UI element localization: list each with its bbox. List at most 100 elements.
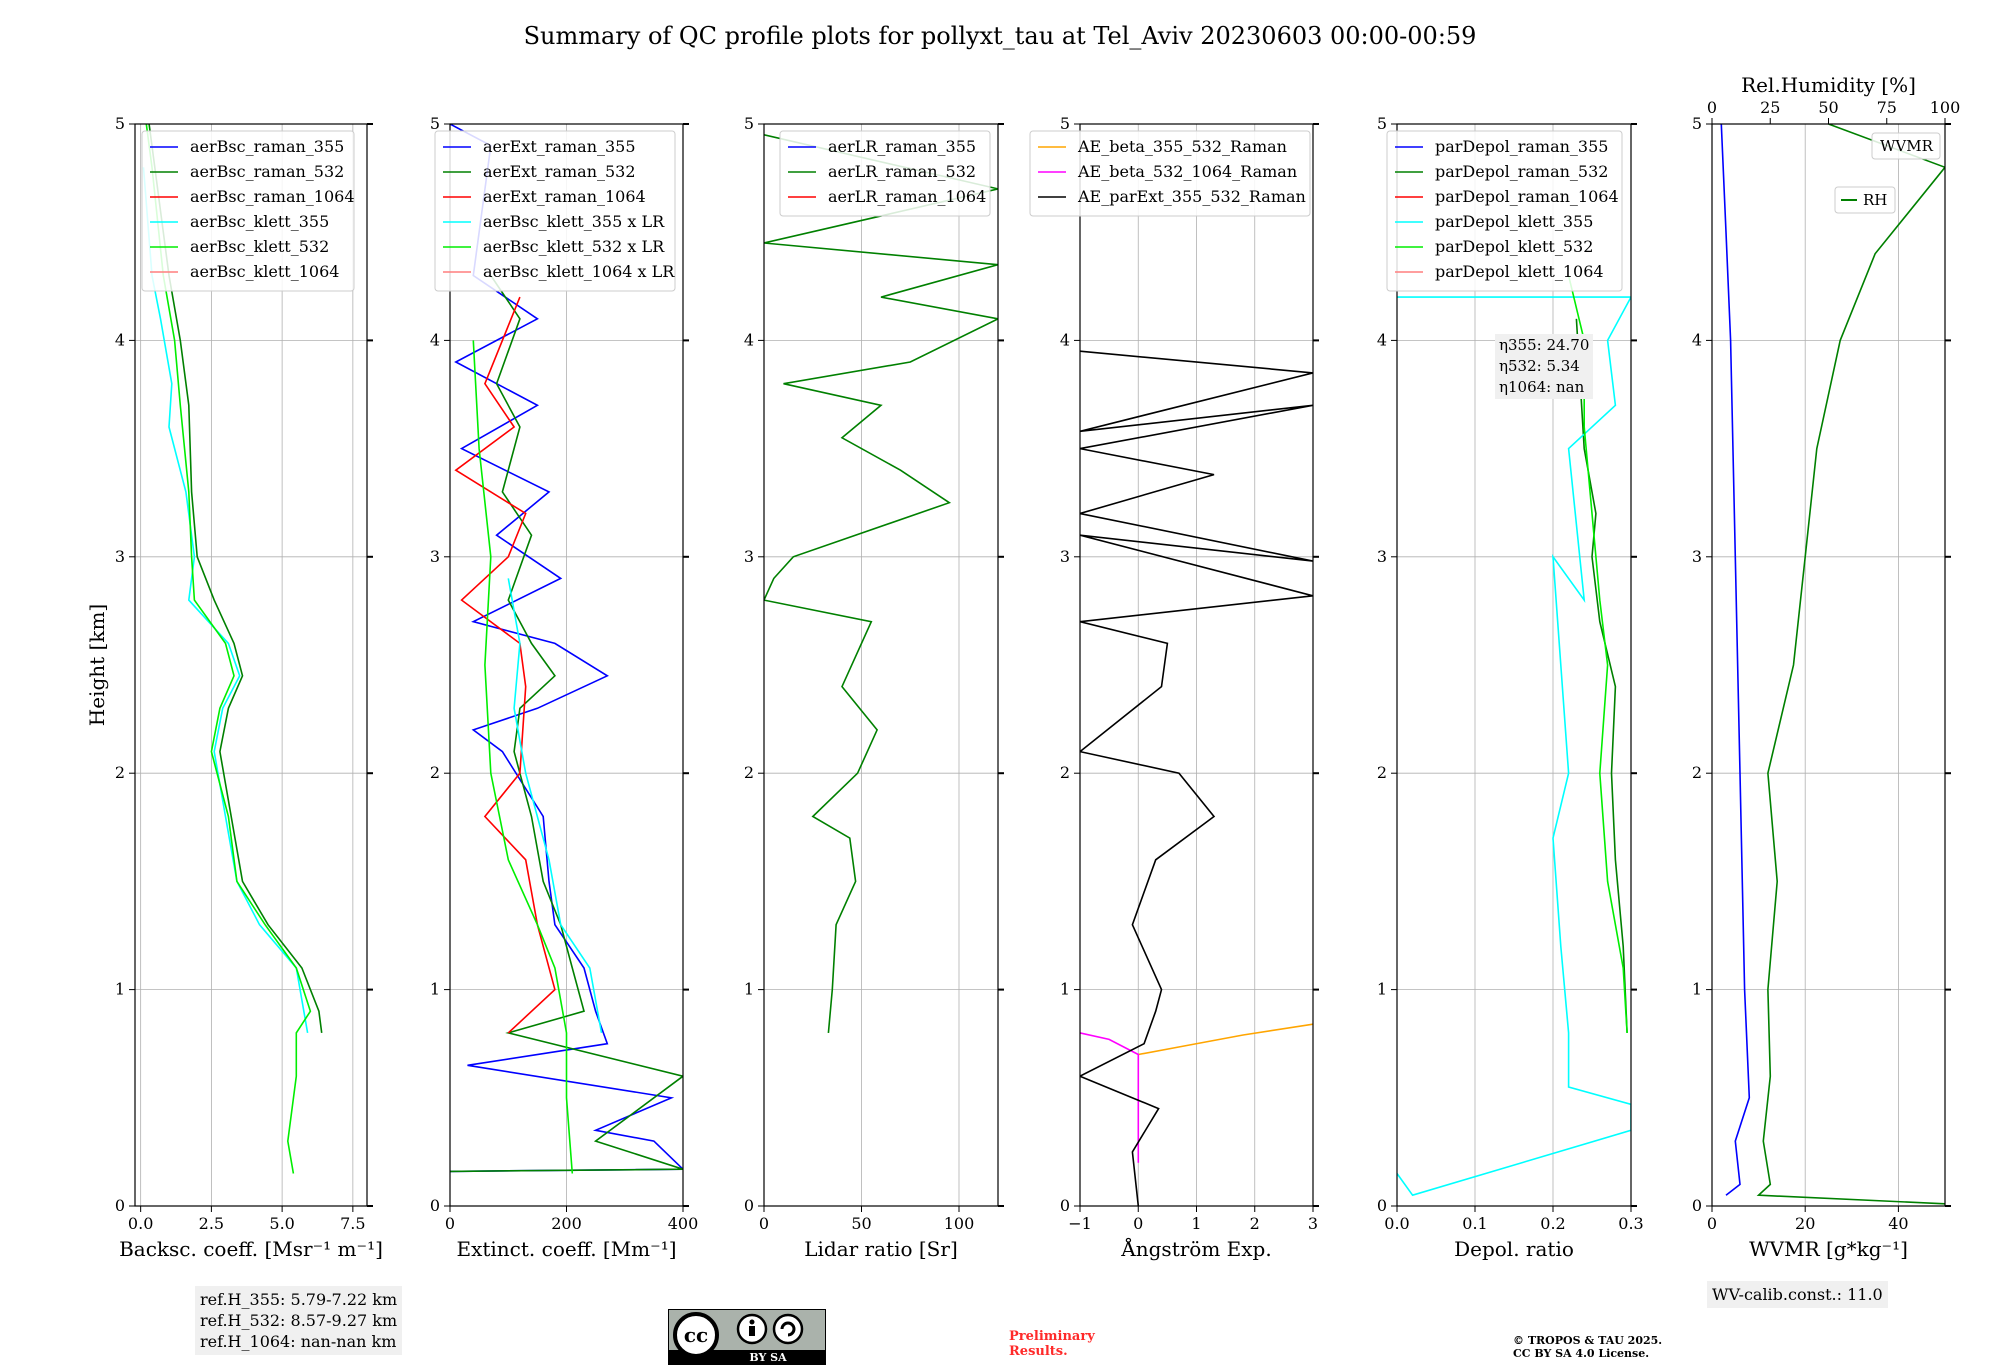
svg-text:cc: cc bbox=[684, 1323, 708, 1347]
legend-label: parDepol_klett_355 bbox=[1435, 212, 1593, 231]
cc-label: BY SA bbox=[749, 1351, 787, 1364]
x-tick-label: 0.0 bbox=[128, 1214, 153, 1233]
legend-label: aerLR_raman_1064 bbox=[828, 187, 986, 206]
series-line-aerBsc_klett_355 bbox=[142, 167, 309, 1034]
y-tick-label: 0 bbox=[115, 1196, 125, 1215]
legend-box bbox=[1871, 132, 1941, 160]
y-tick-label: 4 bbox=[744, 330, 754, 349]
y-tick-label: 2 bbox=[115, 763, 125, 782]
legend-label: aerBsc_klett_1064 x LR bbox=[483, 262, 675, 281]
y-tick-label: 0 bbox=[744, 1196, 754, 1215]
x-tick-label: 2 bbox=[1250, 1214, 1260, 1233]
legend-label: aerExt_raman_355 bbox=[483, 137, 636, 156]
x-tick-label: 400 bbox=[668, 1214, 699, 1233]
y-tick-label: 5 bbox=[1377, 114, 1387, 133]
y-tick-label: 1 bbox=[744, 980, 754, 999]
legend-label: AE_parExt_355_532_Raman bbox=[1077, 187, 1306, 206]
x2-axis-label: Rel.Humidity [%] bbox=[1741, 73, 1916, 97]
y-tick-label: 3 bbox=[744, 547, 754, 566]
y-tick-label: 1 bbox=[115, 980, 125, 999]
x-tick-label: 200 bbox=[551, 1214, 582, 1233]
legend-label: parDepol_raman_1064 bbox=[1435, 187, 1619, 206]
x2-tick-label: 75 bbox=[1877, 98, 1897, 117]
y-tick-label: 2 bbox=[1692, 763, 1702, 782]
legend-box bbox=[1834, 186, 1896, 214]
series-line-aerBsc_klett_355 x LR bbox=[507, 578, 603, 1034]
legend-box bbox=[434, 130, 676, 292]
series-line-aerBsc_klett_532 bbox=[145, 124, 312, 1174]
x2-tick-label: 50 bbox=[1818, 98, 1838, 117]
series-line-RH bbox=[1756, 124, 1945, 1205]
x-axis-label: Ångström Exp. bbox=[1120, 1236, 1271, 1261]
x-tick-label: 0.2 bbox=[1540, 1214, 1565, 1233]
legend-label: parDepol_raman_532 bbox=[1435, 162, 1608, 181]
y-tick-label: 1 bbox=[430, 980, 440, 999]
panel-1: 0.0 2.5 5.0 7.5 0 1 2 3 4 5 Backsc. coeff. [Msr⁻¹ … bbox=[115, 114, 383, 1261]
axes-frame bbox=[134, 123, 368, 1207]
y-tick-label: 5 bbox=[744, 114, 754, 133]
y-tick-label: 5 bbox=[1692, 114, 1702, 133]
legend-label: aerBsc_klett_1064 bbox=[190, 262, 339, 281]
axes-frame bbox=[763, 123, 999, 1207]
x2-tick-label: 25 bbox=[1760, 98, 1780, 117]
y-tick-label: 2 bbox=[744, 763, 754, 782]
y-tick-label: 4 bbox=[1377, 330, 1387, 349]
wv-calib-annotation: WV-calib.const.: 11.0 bbox=[1707, 1281, 1888, 1308]
y-tick-label: 1 bbox=[1060, 980, 1070, 999]
legend-label: aerBsc_klett_532 x LR bbox=[483, 237, 665, 256]
x-tick-label: 40 bbox=[1888, 1214, 1908, 1233]
x-tick-label: 100 bbox=[944, 1214, 975, 1233]
overlap-eta-annotation: η355: 24.70 η532: 5.34 η1064: nan bbox=[1495, 334, 1594, 399]
panel-2: 0 200 400 0 1 2 3 4 5 Extinct. coeff. [Mm⁻¹] aerEx… bbox=[430, 114, 698, 1261]
legend-label: aerBsc_raman_355 bbox=[190, 137, 344, 156]
ref-height-annotation: ref.H_355: 5.79-7.22 km ref.H_532: 8.57-… bbox=[195, 1286, 403, 1355]
y-tick-label: 3 bbox=[1060, 547, 1070, 566]
x-tick-label: −1 bbox=[1068, 1214, 1092, 1233]
series-line-aerBsc_klett_532 x LR bbox=[472, 340, 574, 1174]
legend-label: aerLR_raman_532 bbox=[828, 162, 976, 181]
copyright-note: © TROPOS & TAU 2025. CC BY SA 4.0 Licens… bbox=[1513, 1334, 1663, 1360]
y-axis-label: Height [km] bbox=[85, 604, 109, 726]
legend-label: parDepol_raman_355 bbox=[1435, 137, 1608, 156]
legend-label: AE_beta_355_532_Raman bbox=[1077, 137, 1287, 156]
cc-by-sa-logo: cc BY SA bbox=[668, 1309, 826, 1365]
y-tick-label: 5 bbox=[115, 114, 125, 133]
x-axis-label: WVMR [g*kg⁻¹] bbox=[1749, 1237, 1908, 1261]
y-tick-label: 3 bbox=[115, 547, 125, 566]
y-tick-label: 5 bbox=[1060, 114, 1070, 133]
y-tick-label: 0 bbox=[430, 1196, 440, 1215]
x-tick-label: 7.5 bbox=[340, 1214, 365, 1233]
legend-label: aerExt_raman_532 bbox=[483, 162, 636, 181]
legend-box bbox=[779, 130, 991, 217]
figure-title: Summary of QC profile plots for pollyxt_… bbox=[523, 22, 1477, 50]
legend-label: parDepol_klett_1064 bbox=[1435, 262, 1604, 281]
y-tick-label: 2 bbox=[1060, 763, 1070, 782]
series-line-AE_beta_532_1064_Raman bbox=[1080, 1032, 1140, 1163]
x-tick-label: 0 bbox=[445, 1214, 455, 1233]
y-tick-label: 0 bbox=[1692, 1196, 1702, 1215]
series-line-aerBsc_raman_532 bbox=[148, 124, 323, 1034]
series-line-WVMR bbox=[1720, 124, 1751, 1196]
x-tick-label: 0 bbox=[759, 1214, 769, 1233]
y-tick-label: 3 bbox=[1377, 547, 1387, 566]
x-tick-label: 1 bbox=[1191, 1214, 1201, 1233]
x-tick-label: 5.0 bbox=[269, 1214, 294, 1233]
x-tick-label: 0.0 bbox=[1384, 1214, 1409, 1233]
legend-label: RH bbox=[1863, 191, 1887, 209]
legend-box bbox=[1029, 130, 1311, 217]
series-line-aerLR_raman_532 bbox=[764, 134, 998, 1033]
x2-tick-label: 0 bbox=[1707, 98, 1717, 117]
series-line-parDepol_raman_532 bbox=[1575, 318, 1628, 1033]
y-tick-label: 0 bbox=[1060, 1196, 1070, 1215]
legend-label: AE_beta_532_1064_Raman bbox=[1077, 162, 1297, 181]
x-tick-label: 3 bbox=[1308, 1214, 1318, 1233]
x-tick-label: 0.3 bbox=[1618, 1214, 1643, 1233]
y-tick-label: 1 bbox=[1692, 980, 1702, 999]
y-tick-label: 1 bbox=[1377, 980, 1387, 999]
legend-label: aerBsc_klett_532 bbox=[190, 237, 329, 256]
y-tick-label: 3 bbox=[1692, 547, 1702, 566]
legend-label: WVMR bbox=[1880, 137, 1934, 155]
x-axis-label: Depol. ratio bbox=[1454, 1237, 1574, 1261]
